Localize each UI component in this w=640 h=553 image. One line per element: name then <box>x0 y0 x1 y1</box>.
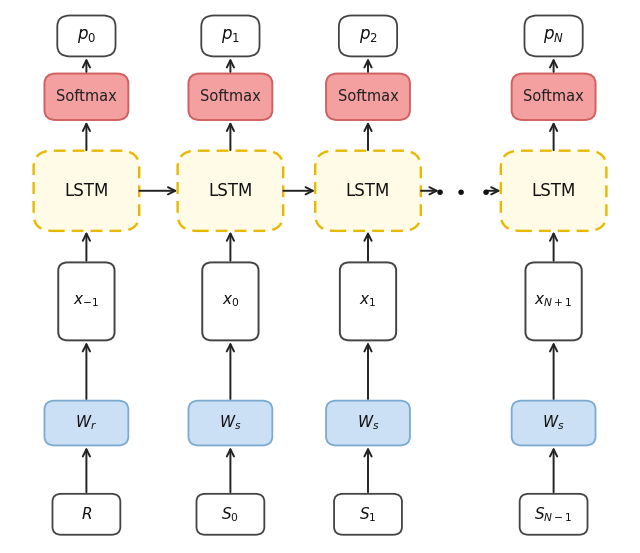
FancyBboxPatch shape <box>525 15 583 56</box>
Text: $W_s$: $W_s$ <box>543 414 564 432</box>
FancyBboxPatch shape <box>334 494 402 535</box>
Text: $x_0$: $x_0$ <box>221 294 239 309</box>
FancyBboxPatch shape <box>512 400 595 446</box>
FancyBboxPatch shape <box>196 494 264 535</box>
FancyBboxPatch shape <box>202 262 259 340</box>
Text: $x_{N+1}$: $x_{N+1}$ <box>534 294 573 309</box>
FancyBboxPatch shape <box>58 15 115 56</box>
Text: $p_2$: $p_2$ <box>358 27 378 45</box>
Text: $S_{N-1}$: $S_{N-1}$ <box>534 505 573 524</box>
Text: $S_0$: $S_0$ <box>221 505 239 524</box>
Text: $W_s$: $W_s$ <box>220 414 241 432</box>
Text: $p_N$: $p_N$ <box>543 27 564 45</box>
Text: $x_{-1}$: $x_{-1}$ <box>74 294 99 309</box>
FancyBboxPatch shape <box>525 262 582 340</box>
FancyBboxPatch shape <box>188 400 273 446</box>
FancyBboxPatch shape <box>34 150 140 231</box>
Text: Softmax: Softmax <box>200 89 260 105</box>
FancyBboxPatch shape <box>188 74 273 120</box>
Text: Softmax: Softmax <box>56 89 116 105</box>
FancyBboxPatch shape <box>45 74 128 120</box>
FancyBboxPatch shape <box>315 150 421 231</box>
Text: LSTM: LSTM <box>346 182 390 200</box>
Text: LSTM: LSTM <box>531 182 576 200</box>
Text: LSTM: LSTM <box>64 182 109 200</box>
Text: $R$: $R$ <box>81 507 92 522</box>
FancyBboxPatch shape <box>45 400 128 446</box>
FancyBboxPatch shape <box>512 74 595 120</box>
Text: LSTM: LSTM <box>208 182 253 200</box>
Text: $x_1$: $x_1$ <box>360 294 376 309</box>
FancyBboxPatch shape <box>177 150 283 231</box>
FancyBboxPatch shape <box>520 494 588 535</box>
Text: $W_r$: $W_r$ <box>76 414 97 432</box>
Text: $p_0$: $p_0$ <box>77 27 96 45</box>
FancyBboxPatch shape <box>58 262 115 340</box>
FancyBboxPatch shape <box>340 262 396 340</box>
FancyBboxPatch shape <box>201 15 260 56</box>
FancyBboxPatch shape <box>339 15 397 56</box>
FancyBboxPatch shape <box>500 150 607 231</box>
FancyBboxPatch shape <box>52 494 120 535</box>
Text: $p_1$: $p_1$ <box>221 27 240 45</box>
Text: Softmax: Softmax <box>524 89 584 105</box>
Text: $S_1$: $S_1$ <box>359 505 377 524</box>
Text: $\bullet\;\bullet\;\bullet$: $\bullet\;\bullet\;\bullet$ <box>433 181 491 200</box>
Text: Softmax: Softmax <box>338 89 398 105</box>
Text: $W_s$: $W_s$ <box>357 414 379 432</box>
FancyBboxPatch shape <box>326 74 410 120</box>
FancyBboxPatch shape <box>326 400 410 446</box>
